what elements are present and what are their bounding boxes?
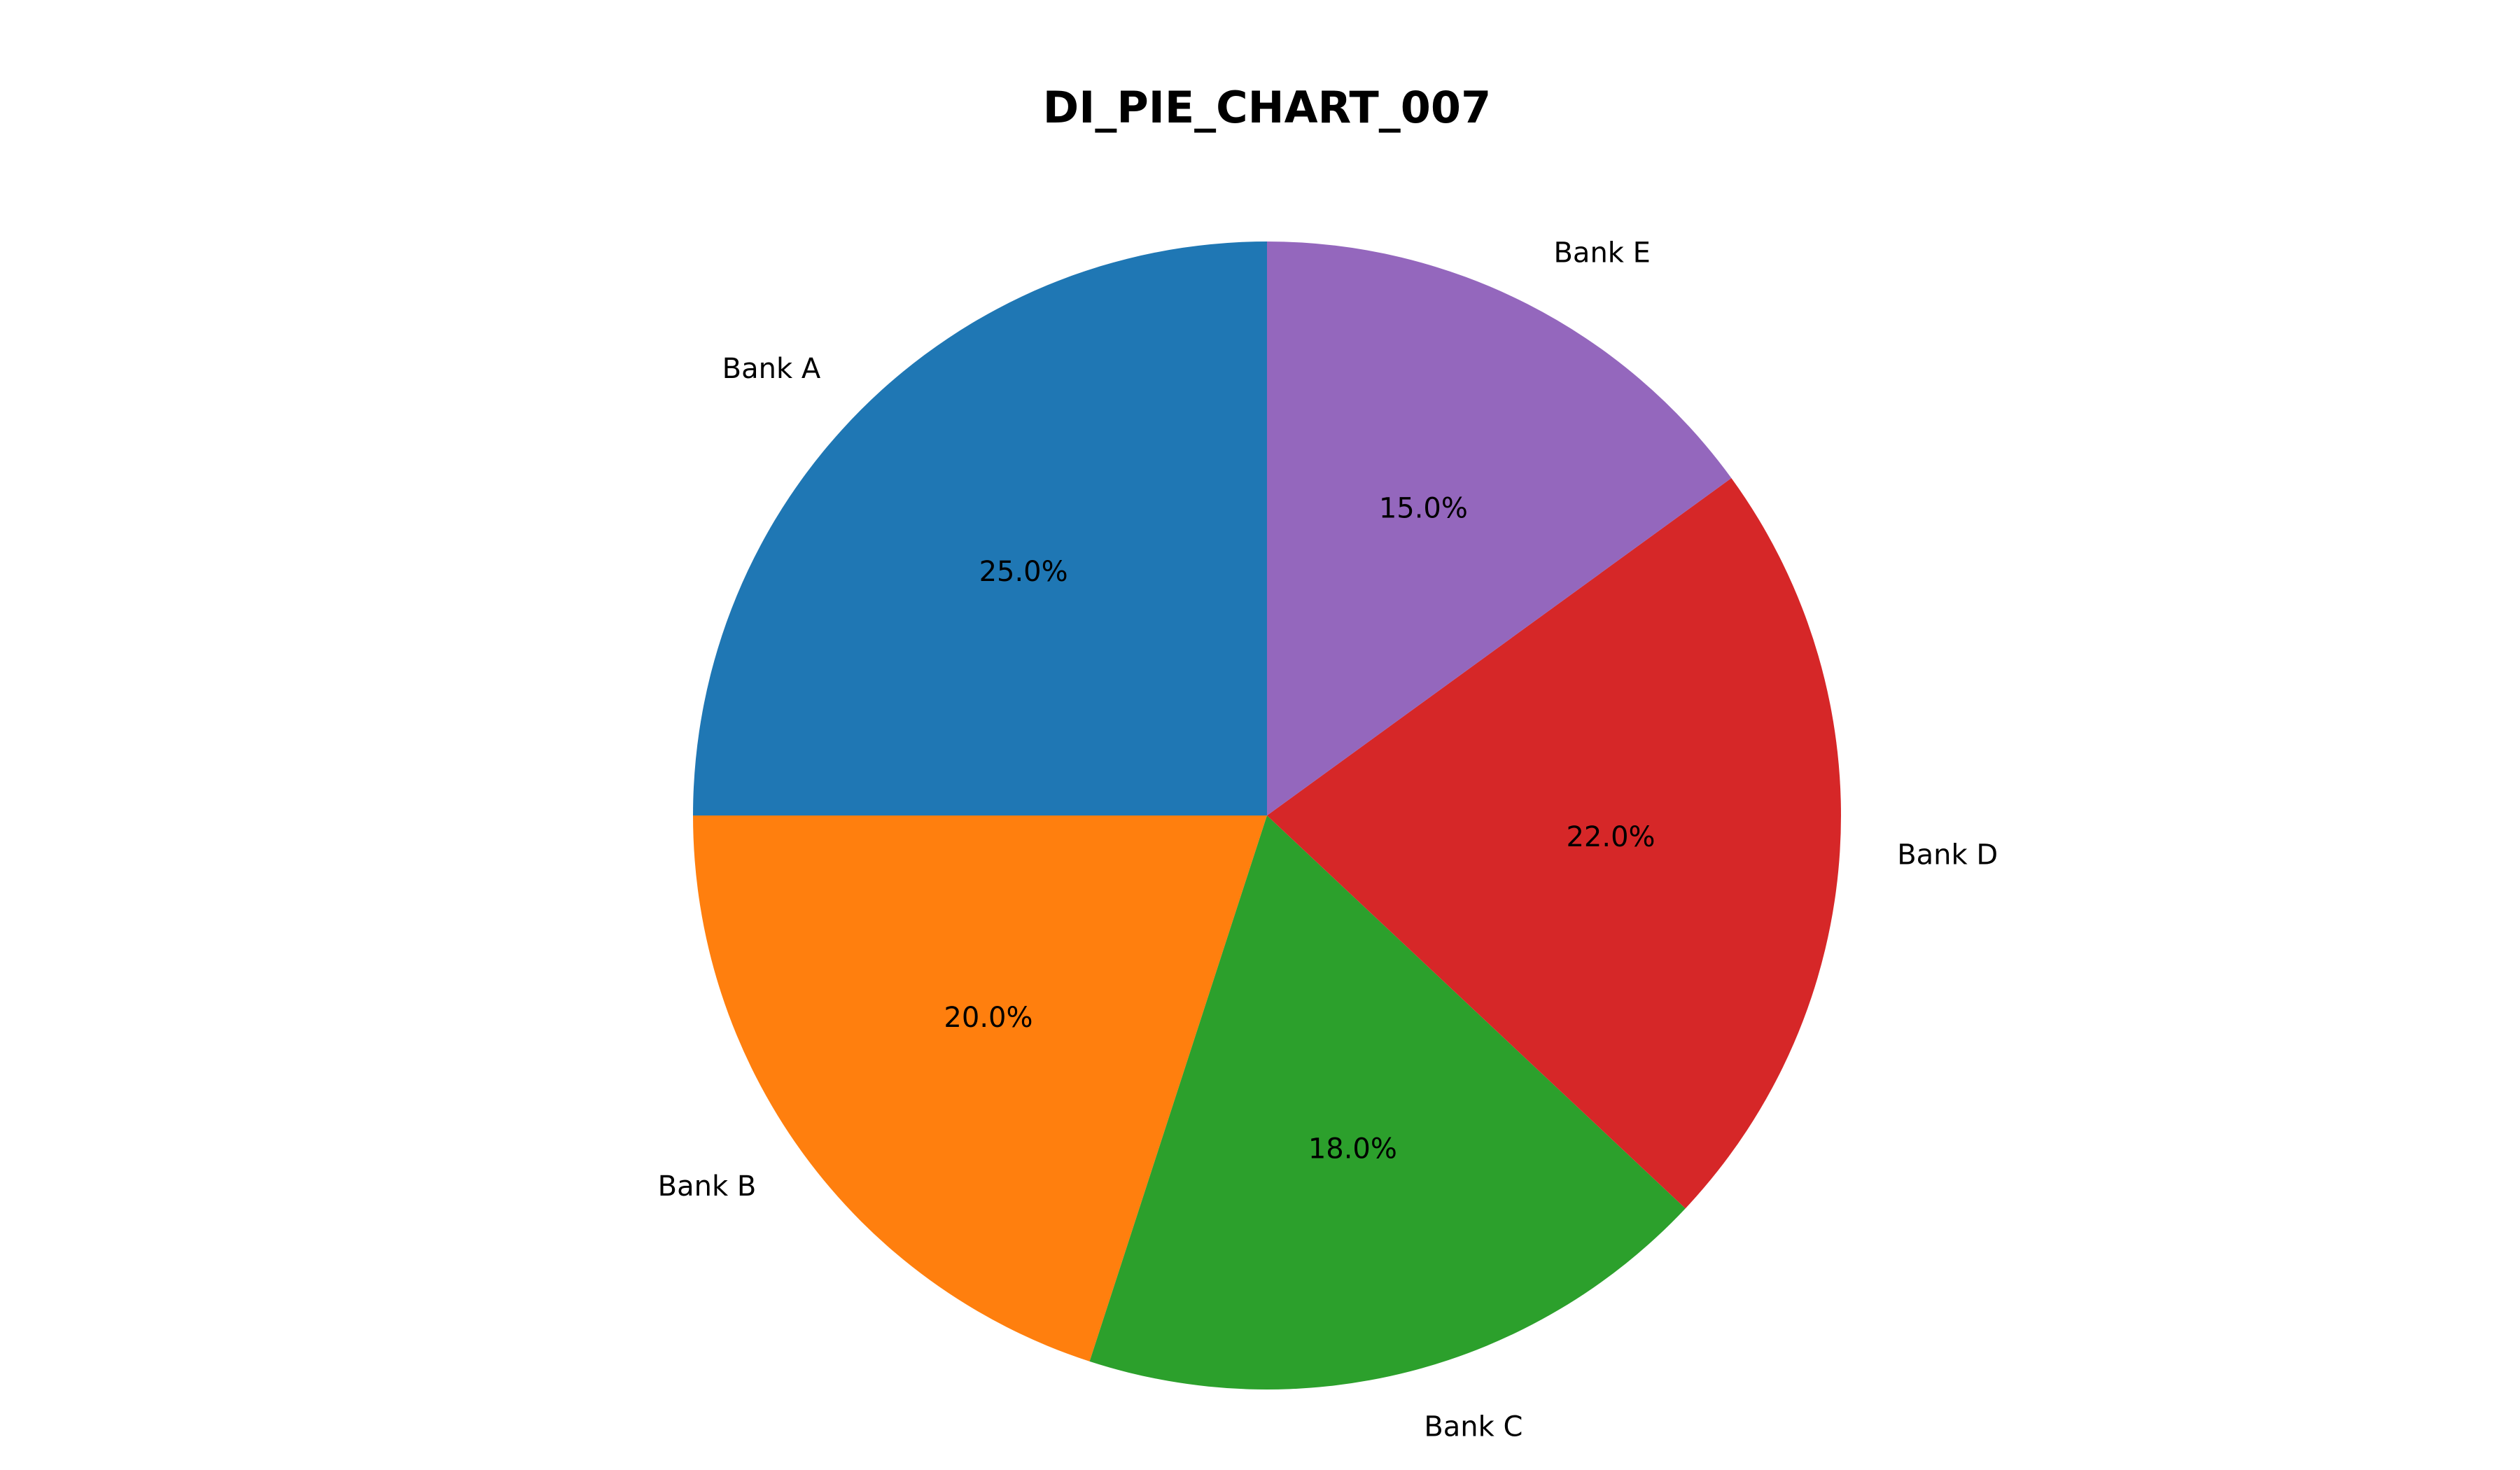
- pie-slice-bank-a: [693, 241, 1267, 816]
- chart-title: DI_PIE_CHART_007: [1043, 82, 1491, 133]
- slice-percent-bank-a: 25.0%: [979, 556, 1068, 588]
- slice-percent-bank-c: 18.0%: [1308, 1133, 1397, 1166]
- slice-label-bank-e: Bank E: [1553, 237, 1650, 269]
- slice-percent-bank-b: 20.0%: [944, 1002, 1032, 1034]
- slice-percent-bank-d: 22.0%: [1566, 821, 1655, 853]
- slice-label-bank-c: Bank C: [1424, 1411, 1522, 1443]
- slice-label-bank-b: Bank B: [658, 1170, 757, 1203]
- pie-slice-bank-d: [1267, 478, 1841, 1209]
- pie-slice-bank-e: [1267, 241, 1732, 816]
- pie-slice-bank-b: [693, 816, 1267, 1362]
- pie-slices: [693, 241, 1841, 1390]
- slice-label-bank-d: Bank D: [1897, 839, 1998, 872]
- slice-percent-bank-e: 15.0%: [1379, 493, 1468, 525]
- slice-label-bank-a: Bank A: [722, 353, 821, 385]
- pie-labels: Bank A 25.0% Bank B 20.0% Bank C 18.0% Bank D 2…: [658, 237, 1998, 1443]
- pie-slice-bank-c: [1089, 816, 1686, 1390]
